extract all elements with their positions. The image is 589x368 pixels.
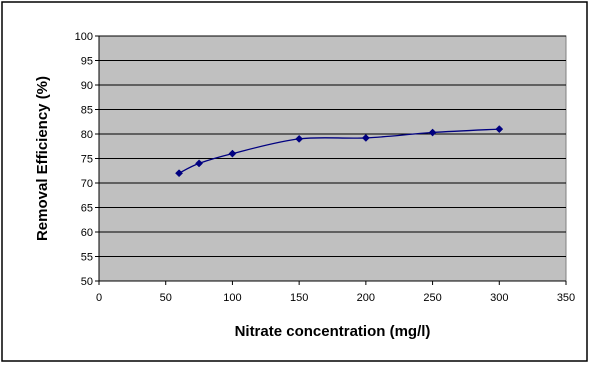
series	[175, 125, 504, 178]
y-tick-label: 75	[81, 154, 93, 166]
y-tick-label: 80	[81, 129, 93, 141]
x-tick-label: 350	[557, 292, 575, 304]
y-tick-label: 50	[81, 276, 93, 288]
data-point-marker	[228, 149, 237, 158]
x-tick-label: 200	[357, 292, 375, 304]
y-tick-label: 55	[81, 252, 93, 264]
data-point-marker	[295, 134, 304, 143]
x-tick-label: 300	[490, 292, 508, 304]
gridlines	[99, 35, 566, 282]
y-tick-label: 90	[81, 80, 93, 92]
y-tick-label: 65	[81, 203, 93, 215]
data-point-marker	[428, 128, 437, 137]
y-tick-label: 100	[75, 31, 93, 43]
y-tick-label: 60	[81, 227, 93, 239]
y-axis-title: Removal Efficiency (%)	[34, 76, 51, 241]
y-tick-label: 95	[81, 56, 93, 68]
x-axis-title: Nitrate concentration (mg/l)	[235, 323, 431, 340]
data-point-marker	[361, 133, 370, 142]
y-tick-label: 70	[81, 178, 93, 190]
x-tick-label: 0	[96, 292, 102, 304]
data-point-marker	[175, 169, 184, 178]
data-point-marker	[495, 125, 504, 134]
x-tick-label: 100	[223, 292, 241, 304]
axes	[95, 35, 567, 285]
x-tick-label: 50	[160, 292, 172, 304]
x-tick-label: 150	[290, 292, 308, 304]
x-tick-label: 250	[423, 292, 441, 304]
y-tick-label: 85	[81, 105, 93, 117]
data-point-marker	[195, 159, 204, 168]
